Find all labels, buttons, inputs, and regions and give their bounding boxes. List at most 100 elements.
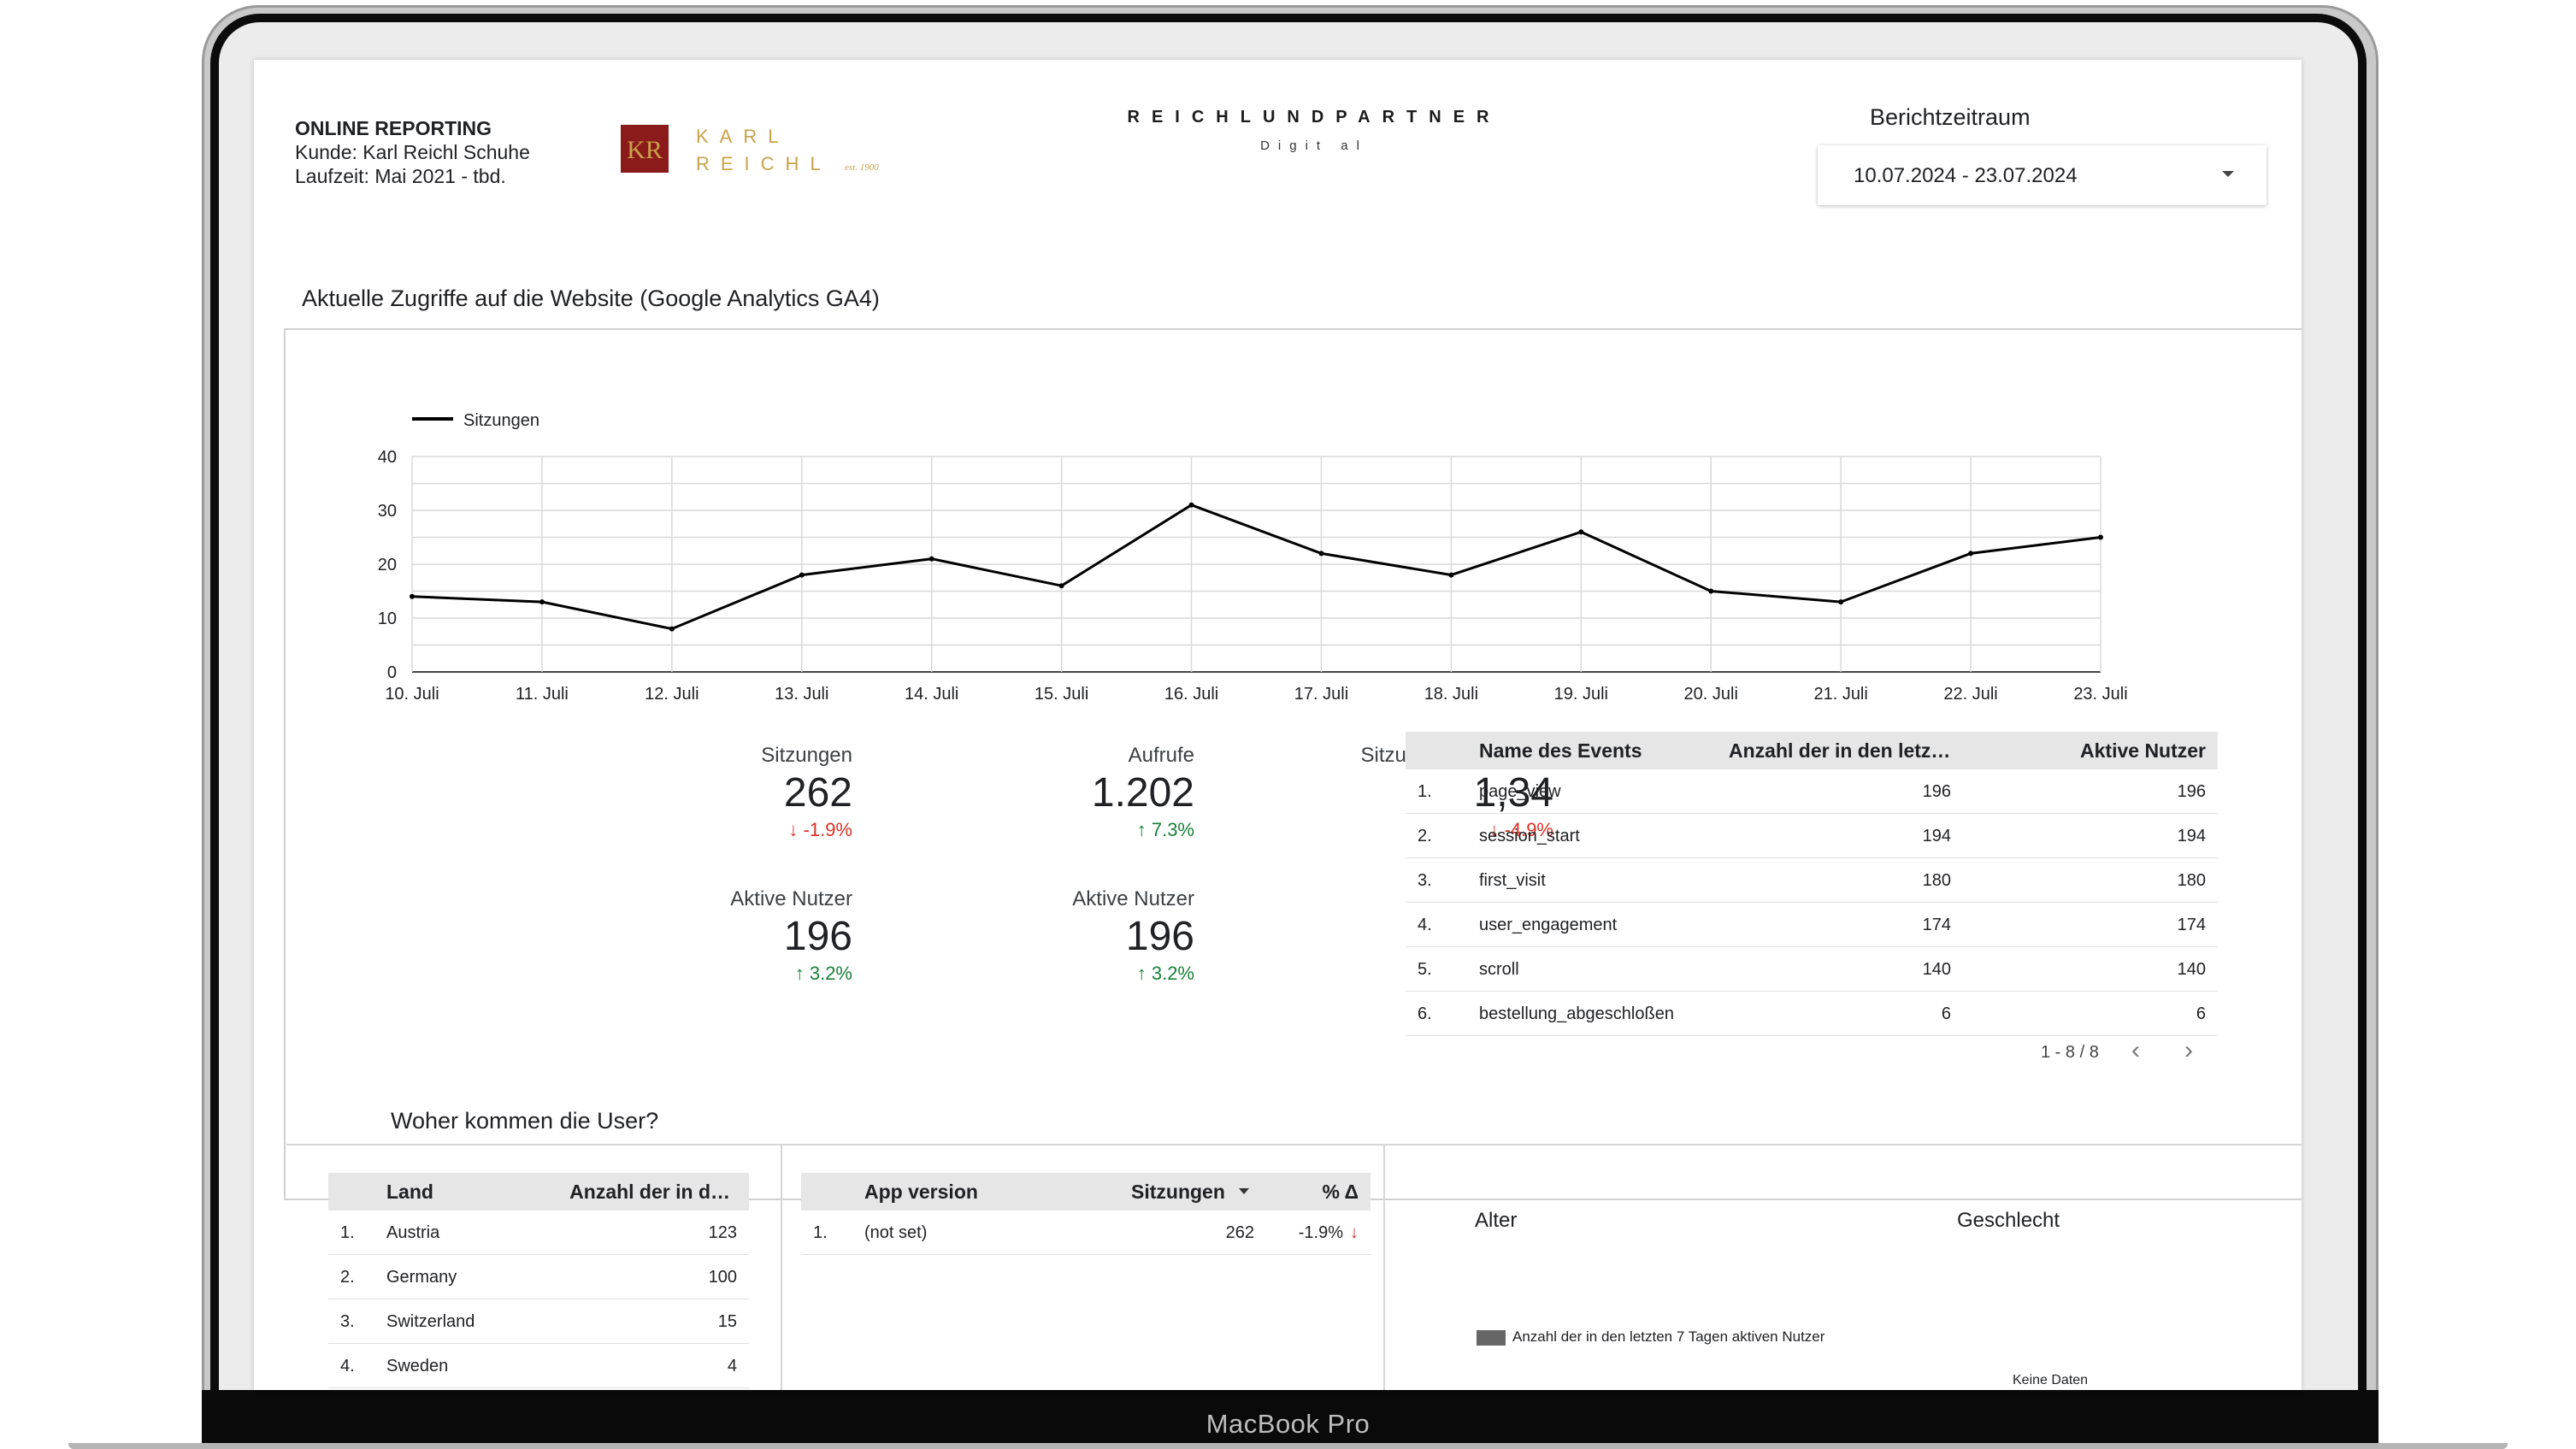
x-tick-label: 20. Juli — [1684, 685, 1738, 704]
y-tick-label: 10 — [378, 610, 397, 628]
laptop-bottom-bar — [202, 1390, 2379, 1445]
no-data-label: Keine Daten — [2013, 1373, 2089, 1387]
x-tick-label: 17. Juli — [1294, 685, 1348, 704]
report-runtime: Laufzeit: Mai 2021 - tbd. — [295, 165, 506, 187]
y-tick-label: 30 — [378, 502, 397, 521]
column-header-delta[interactable]: % Δ — [1322, 1181, 1359, 1203]
scorecard-sessions: Sitzungen 262 ↓ -1.9% — [579, 744, 852, 841]
arrow-down-icon: ↓ — [1489, 819, 1505, 840]
events-table-header: Name des Events Anzahl der in den letz… … — [1406, 732, 2218, 769]
chevron-down-icon — [2222, 171, 2234, 177]
scorecard-delta: ↓ -1.9% — [788, 819, 852, 840]
scorecard-label: Aktive Nutzer — [1072, 887, 1194, 910]
arrow-down-icon: ↓ — [788, 819, 804, 840]
x-tick-label: 10. Juli — [385, 685, 439, 704]
age-chart-title: Alter — [1475, 1209, 1518, 1232]
scorecard-active-users-2: Aktive Nutzer 196 ↑ 3.2% — [921, 887, 1194, 985]
x-tick-label: 12. Juli — [645, 685, 699, 704]
data-point — [1708, 588, 1714, 594]
data-point — [1058, 583, 1064, 589]
scorecard-delta: ↑ 3.2% — [1136, 963, 1194, 984]
data-point — [1578, 529, 1584, 535]
x-tick-label: 13. Juli — [775, 685, 828, 704]
x-axis-ticks: 10. Juli 11. Juli 12. Juli 13. Juli 14. Juli… — [385, 685, 2127, 704]
column-header-sessions[interactable]: Sitzungen — [1131, 1181, 1225, 1203]
table-row: 2. Germany 100 — [328, 1255, 749, 1299]
x-tick-label: 23. Juli — [2073, 685, 2127, 704]
y-tick-label: 40 — [378, 448, 397, 467]
data-point — [539, 599, 545, 605]
scorecard-value: 196 — [783, 914, 852, 959]
section-title-users: Woher kommen die User? — [391, 1108, 659, 1134]
scorecard-views: Aufrufe 1.202 ↑ 7.3% — [921, 744, 1194, 841]
data-point — [1318, 551, 1324, 557]
table-row: 5. scroll 140 140 — [1406, 947, 2218, 992]
x-tick-label: 21. Juli — [1813, 685, 1867, 704]
series-line-sitzungen — [411, 504, 2101, 631]
client-logo-mark: KR — [627, 136, 663, 164]
sessions-line-chart: 0 10 20 30 40 10. Juli 11. Juli 12. Juli 13. Ju… — [378, 411, 2128, 704]
chart-legend: Sitzungen — [412, 411, 539, 430]
client-logo-mark-bg — [621, 125, 669, 173]
x-tick-label: 18. Juli — [1424, 685, 1478, 704]
agency-logo-subtitle: Digit al — [1260, 138, 1368, 153]
laptop-base — [68, 1443, 2508, 1449]
table-row: 4. Sweden 4 — [328, 1344, 749, 1388]
client-logo-line1: KARL — [696, 126, 789, 147]
x-tick-label: 16. Juli — [1164, 685, 1218, 704]
scorecard-value: 1,34 — [1473, 770, 1553, 816]
x-tick-label: 22. Juli — [1943, 685, 1997, 704]
table-row: 3. Switzerland 15 — [328, 1299, 749, 1344]
table-row: 3. first_visit 180 180 — [1406, 858, 2218, 903]
scorecard-value: 196 — [1125, 914, 1194, 959]
scorecard-label: Aufrufe — [1128, 744, 1194, 767]
column-header-event-name[interactable]: Name des Events — [1479, 739, 1642, 762]
table-row: 4. user_engagement 174 174 — [1406, 903, 2218, 947]
x-tick-label: 14. Juli — [905, 685, 958, 704]
column-header-active-users[interactable]: Aktive Nutzer — [2080, 739, 2206, 762]
legend-swatch — [1477, 1330, 1506, 1346]
data-point — [928, 556, 934, 562]
date-range-select[interactable]: 10.07.2024 - 23.07.2024 — [1818, 145, 2267, 205]
scorecard-delta: ↓ -4.9% — [1489, 819, 1553, 840]
data-point — [1838, 599, 1844, 605]
chart-grid — [411, 456, 2101, 673]
table-row: 1. Austria 123 — [328, 1210, 749, 1255]
country-table-header: Land Anzahl der in d… — [328, 1173, 749, 1210]
scorecard-active-users: Aktive Nutzer 196 ↑ 3.2% — [579, 887, 852, 985]
x-tick-label: 19. Juli — [1554, 685, 1608, 704]
section-divider — [286, 1144, 2302, 1146]
scorecard-value: 262 — [783, 770, 852, 816]
arrow-up-icon: ↑ — [794, 963, 810, 984]
report-screen: ONLINE REPORTING Kunde: Karl Reichl Schu… — [254, 60, 2302, 1390]
age-legend-label: Anzahl der in den letzten 7 Tagen aktive… — [1512, 1328, 1825, 1345]
data-point — [1968, 551, 1974, 557]
data-point — [669, 626, 675, 632]
client-logo-est: est. 1900 — [845, 162, 879, 173]
data-point — [410, 593, 415, 599]
chevron-left-icon[interactable]: ‹ — [2131, 1036, 2140, 1064]
scorecard-value: 1.202 — [1091, 770, 1194, 816]
scorecard-delta: ↑ 3.2% — [794, 963, 852, 984]
gender-chart-title: Geschlecht — [1957, 1209, 2060, 1232]
y-axis-ticks: 0 10 20 30 40 — [378, 448, 397, 682]
column-header-event-count[interactable]: Anzahl der in den letz… — [1729, 739, 1951, 762]
table-row: 6. bestellung_abgeschloßen 6 6 — [1406, 992, 2218, 1036]
section-title-website: Aktuelle Zugriffe auf die Website (Googl… — [302, 286, 880, 311]
x-tick-label: 15. Juli — [1035, 685, 1088, 704]
y-tick-label: 20 — [378, 556, 397, 574]
data-point — [799, 572, 805, 578]
data-point — [2098, 534, 2103, 540]
chevron-right-icon[interactable]: › — [2184, 1036, 2193, 1064]
table-row: 2. session_start 194 194 — [1406, 814, 2218, 858]
y-tick-label: 0 — [387, 663, 397, 682]
laptop-brand-label: MacBook Pro — [1205, 1409, 1371, 1439]
legend-label: Sitzungen — [463, 411, 539, 430]
column-divider — [781, 1144, 782, 1390]
scorecard-delta: ↑ 7.3% — [1136, 819, 1194, 840]
column-header-app-version[interactable]: App version — [864, 1181, 978, 1203]
events-pager-label: 1 - 8 / 8 — [2041, 1043, 2099, 1062]
column-header-country-count[interactable]: Anzahl der in d… — [569, 1181, 730, 1203]
sort-desc-icon[interactable] — [1239, 1188, 1249, 1194]
column-header-country[interactable]: Land — [386, 1181, 433, 1203]
